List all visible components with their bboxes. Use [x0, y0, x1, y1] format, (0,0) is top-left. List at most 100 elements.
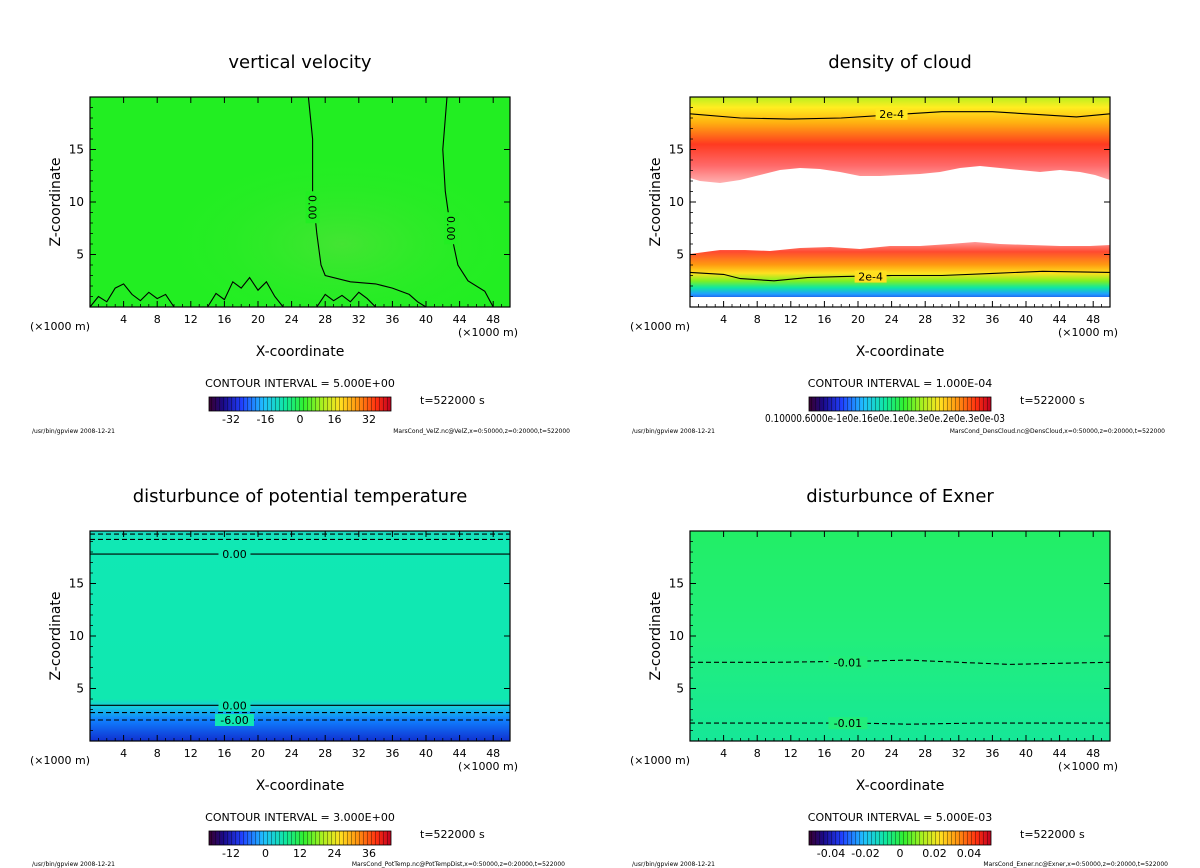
- contour-labels: 0.00 0.00 -6.00: [214, 548, 254, 727]
- x-tick-label: 8: [754, 313, 761, 326]
- x-tick-label: 20: [851, 747, 865, 760]
- contour-label-background: [854, 270, 887, 283]
- exner-field: [690, 531, 1110, 741]
- x-tick-label: 28: [318, 747, 332, 760]
- x-tick-label: 4: [720, 747, 727, 760]
- chart-title: vertical velocity: [228, 52, 372, 73]
- x-tick-label: 36: [985, 747, 999, 760]
- y-tick-label: 10: [69, 629, 84, 643]
- contour-label-background: [875, 107, 908, 120]
- contour-line: [442, 96, 494, 308]
- y-tick-label: 10: [669, 629, 684, 643]
- y-axis-ticks: 5 10 15: [669, 107, 1110, 297]
- x-tick-label: 40: [419, 747, 433, 760]
- x-tick-label: 44: [1053, 313, 1067, 326]
- contour-line: [316, 291, 376, 308]
- footer-left: /usr/bin/gpview 2008-12-21: [32, 861, 115, 868]
- contour-label-background: [828, 717, 868, 730]
- colorbar-tick-label: -0.02: [851, 847, 879, 860]
- y-tick-label: 5: [676, 682, 684, 696]
- contour-interval: CONTOUR INTERVAL = 1.000E-04: [808, 377, 992, 390]
- contour-label: 2e-4: [879, 108, 904, 121]
- density-of-cloud-panel: density of cloud 2e-42e-4 4 8 12 16 20 24 28 32…: [630, 52, 1165, 435]
- x-tick-label: 24: [285, 313, 299, 326]
- x-tick-label: 4: [120, 313, 127, 326]
- contour-label: -0.01: [834, 656, 862, 669]
- x-unit-right: (×1000 m): [1058, 326, 1118, 339]
- x-tick-label: 12: [184, 313, 198, 326]
- footer-left: /usr/bin/gpview 2008-12-21: [632, 428, 715, 435]
- x-tick-label: 48: [1086, 747, 1100, 760]
- colorbar-tick-label: 24: [328, 847, 342, 860]
- contour-labels: -0.01 -0.01: [828, 656, 868, 730]
- x-tick-label: 32: [352, 747, 366, 760]
- y-tick-label: 10: [669, 195, 684, 209]
- x-unit-right: (×1000 m): [458, 760, 518, 773]
- contour-label: 0.00: [222, 548, 247, 561]
- chart-title: disturbunce of Exner: [806, 486, 994, 507]
- colorbar-ticks: -32 -16 0 16 32: [222, 413, 376, 426]
- x-tick-label: 16: [217, 747, 231, 760]
- cloud-density-field: [690, 97, 1110, 307]
- x-tick-label: 16: [817, 313, 831, 326]
- contour-labels: 0.00 0.00: [305, 191, 459, 245]
- contour-label: 0.00: [222, 699, 247, 712]
- x-tick-label: 40: [419, 313, 433, 326]
- x-tick-label: 40: [1019, 747, 1033, 760]
- footer-left: /usr/bin/gpview 2008-12-21: [32, 428, 115, 435]
- footer-left: /usr/bin/gpview 2008-12-21: [632, 861, 715, 868]
- contour-line: [690, 722, 1110, 725]
- x-tick-label: 36: [385, 313, 399, 326]
- x-axis-label: X-coordinate: [256, 344, 345, 360]
- y-tick-label: 15: [69, 577, 84, 591]
- contour-label-background: [214, 714, 254, 726]
- y-tick-label: 15: [69, 143, 84, 157]
- x-tick-label: 20: [251, 313, 265, 326]
- colorbar-tick-label: 0.04: [957, 847, 982, 860]
- contour-label: -0.01: [834, 717, 862, 730]
- colorbar-tick-label: 0.02: [922, 847, 947, 860]
- x-tick-label: 36: [985, 313, 999, 326]
- x-unit-left: (×1000 m): [30, 320, 90, 333]
- x-tick-label: 28: [318, 313, 332, 326]
- x-tick-label: 48: [486, 313, 500, 326]
- x-unit-right: (×1000 m): [1058, 760, 1118, 773]
- x-unit-left: (×1000 m): [630, 754, 690, 767]
- x-tick-label: 12: [184, 747, 198, 760]
- contour-label-background: [444, 212, 459, 245]
- x-tick-label: 44: [453, 313, 467, 326]
- x-axis-label: X-coordinate: [856, 778, 945, 794]
- x-tick-label: 16: [817, 747, 831, 760]
- x-tick-label: 8: [754, 747, 761, 760]
- colorbar-tick-label: 32: [362, 413, 376, 426]
- colorbar-tick-label: -12: [222, 847, 240, 860]
- time-label: t=522000 s: [1020, 394, 1085, 407]
- contour-label: 2e-4: [858, 271, 883, 284]
- time-label: t=522000 s: [1020, 828, 1085, 841]
- x-tick-label: 32: [352, 313, 366, 326]
- time-label: t=522000 s: [420, 828, 485, 841]
- contour-line: [207, 276, 284, 308]
- x-tick-label: 32: [952, 747, 966, 760]
- colorbar-tick-label: 0: [262, 847, 269, 860]
- x-axis-ticks: 4 8 12 16 20 24 28 32 36 40 44 48: [698, 531, 1102, 760]
- contour-line: [690, 659, 1111, 665]
- y-axis-label: Z-coordinate: [48, 591, 64, 680]
- y-axis-ticks: 5 10 15: [669, 541, 1110, 731]
- x-tick-label: 24: [285, 747, 299, 760]
- contour-line: [89, 283, 175, 308]
- x-unit-left: (×1000 m): [630, 320, 690, 333]
- colorbar-tick-label: 36: [362, 847, 376, 860]
- contour-labels: 2e-4 2e-4: [854, 107, 908, 284]
- x-axis-ticks: 4 8 12 16 20 24 28 32 36 40 44 48: [698, 97, 1102, 326]
- contour-lines: [690, 659, 1111, 725]
- time-label: t=522000 s: [420, 394, 485, 407]
- contour-line: [689, 111, 1111, 120]
- x-tick-label: 16: [217, 313, 231, 326]
- x-tick-label: 40: [1019, 313, 1033, 326]
- colorbar-tick-label: 0: [297, 413, 304, 426]
- x-tick-label: 28: [918, 747, 932, 760]
- colorbar-ticks: -12 0 12 24 36: [222, 847, 376, 860]
- x-unit-left: (×1000 m): [30, 754, 90, 767]
